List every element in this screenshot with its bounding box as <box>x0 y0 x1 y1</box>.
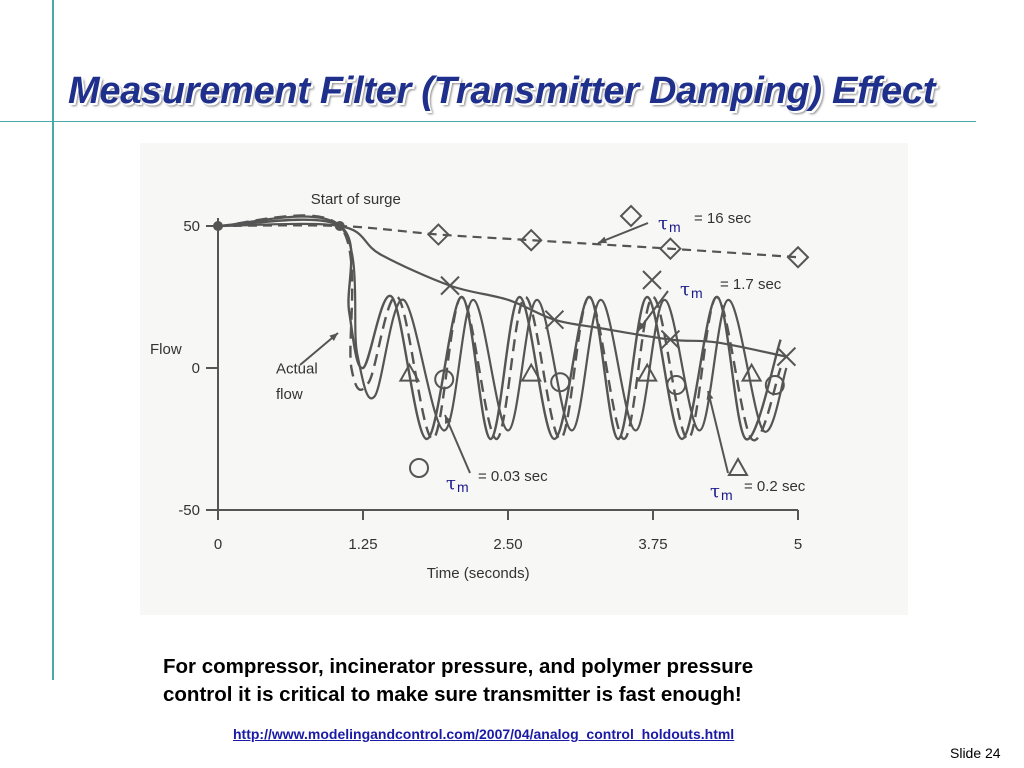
slide-title: Measurement Filter (Transmitter Damping)… <box>68 70 936 112</box>
annotation-arrow <box>707 390 729 474</box>
reference-link[interactable]: http://www.modelingandcontrol.com/2007/0… <box>233 726 735 742</box>
x-axis-label: Time (seconds) <box>427 565 530 582</box>
x-tick-label: 2.50 <box>493 536 522 553</box>
annotation-arrow <box>637 290 669 332</box>
cross-marker <box>642 270 662 290</box>
cross-marker <box>440 275 460 296</box>
cross-marker <box>660 329 681 350</box>
body-line-2: control it is critical to make sure tran… <box>163 683 742 706</box>
diamond-marker <box>426 223 450 246</box>
tau-value-circle: = 0.03 sec <box>478 468 548 485</box>
y-axis-label: Flow <box>150 341 182 358</box>
chart-annotations: Start of surge Actual flow Flow Time (se… <box>150 191 530 582</box>
tau-label-diamond: τm <box>658 213 681 235</box>
tau-value-diamond: = 16 sec <box>694 210 752 227</box>
series-cross-line <box>217 222 787 358</box>
circle-marker <box>409 458 429 478</box>
start-point-marker <box>213 221 223 231</box>
triangle-marker <box>727 456 749 476</box>
series-diamond-line <box>217 224 799 259</box>
tau-value-cross: = 1.7 sec <box>720 276 782 293</box>
y-tick-label: -50 <box>178 502 200 519</box>
triangle-marker <box>636 362 658 382</box>
body-line-1: For compressor, incinerator pressure, an… <box>163 655 754 678</box>
slide-vertical-rule <box>52 0 54 680</box>
series-none-line <box>217 218 782 441</box>
annotation-arrowhead <box>445 415 452 424</box>
triangle-marker <box>520 362 542 382</box>
circle-marker <box>764 375 785 396</box>
annotation-arrowhead <box>706 391 714 400</box>
x-tick-label: 0 <box>214 536 222 553</box>
tau-label-triangle: τm <box>710 481 733 503</box>
annotation-arrowhead <box>598 236 607 244</box>
chart-axes: 0 1.25 2.50 3.75 5 50 0 -50 <box>178 218 802 553</box>
y-tick-label: 50 <box>183 218 200 235</box>
triangle-marker <box>740 362 763 382</box>
circle-marker <box>434 369 455 390</box>
diamond-marker <box>619 204 643 228</box>
slide-horizontal-rule <box>0 121 976 122</box>
cross-marker <box>544 310 565 330</box>
cross-marker <box>776 346 797 367</box>
actual-flow-label-line2: flow <box>276 386 303 403</box>
actual-flow-label-line1: Actual <box>276 361 318 378</box>
annotation-arrow <box>597 222 649 244</box>
triangle-marker <box>398 362 421 382</box>
slide-number: Slide 24 <box>950 745 1001 761</box>
tau-label-circle: τm <box>446 473 469 495</box>
series-triangle-line <box>217 215 788 433</box>
chart-series <box>217 214 799 442</box>
chart-figure: 0 1.25 2.50 3.75 5 50 0 -50 Start of surge Actu… <box>140 143 908 615</box>
diamond-marker <box>658 237 682 261</box>
diamond-marker <box>786 245 810 269</box>
slide-body-text: For compressor, incinerator pressure, an… <box>163 653 943 709</box>
annotation-arrowhead <box>638 322 646 331</box>
chart-markers <box>213 204 810 478</box>
tau-label-cross: τm <box>680 279 703 301</box>
circle-marker <box>666 375 687 396</box>
annotation-arrow <box>444 414 471 474</box>
x-tick-label: 1.25 <box>348 536 377 553</box>
circle-marker <box>550 372 571 393</box>
tau-value-triangle: = 0.2 sec <box>744 478 806 495</box>
start-of-surge-label: Start of surge <box>311 191 401 208</box>
y-tick-label: 0 <box>192 360 200 377</box>
flow-chart: 0 1.25 2.50 3.75 5 50 0 -50 Start of surge Actu… <box>150 191 810 582</box>
series-circle-line <box>217 214 782 442</box>
diamond-marker <box>519 228 543 252</box>
x-tick-label: 3.75 <box>638 536 667 553</box>
annotation-arrowhead <box>329 333 338 342</box>
x-tick-label: 5 <box>794 536 802 553</box>
surge-point-marker <box>334 221 345 231</box>
